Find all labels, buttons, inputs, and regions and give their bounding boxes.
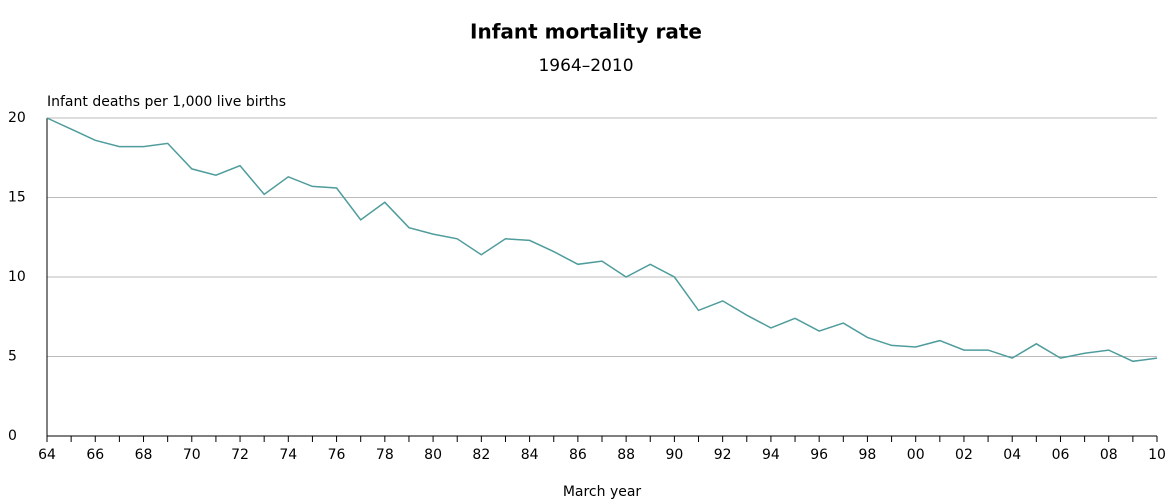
x-axis-label: March year [563, 484, 642, 500]
x-tick-label: 88 [617, 447, 635, 463]
x-tick-label: 90 [665, 447, 683, 463]
x-tick-label: 78 [376, 447, 394, 463]
x-tick-label: 96 [810, 447, 828, 463]
x-tick-label: 64 [38, 447, 56, 463]
y-tick-label: 20 [8, 110, 26, 126]
x-tick-label: 68 [135, 447, 153, 463]
chart-title: Infant mortality rate [470, 20, 702, 44]
x-tick-label: 82 [472, 447, 490, 463]
data-line [46, 117, 1158, 363]
x-tick-label: 08 [1100, 447, 1118, 463]
x-tick-label: 98 [859, 447, 877, 463]
y-axis-label: Infant deaths per 1,000 live births [47, 94, 286, 110]
x-tick-label: 76 [328, 447, 346, 463]
x-tick-label: 06 [1052, 447, 1070, 463]
y-tick-label: 0 [8, 428, 17, 444]
x-tick-label: 92 [714, 447, 732, 463]
x-tick-label: 94 [762, 447, 780, 463]
x-tick-label: 80 [424, 447, 442, 463]
y-tick-label: 15 [8, 190, 26, 206]
x-tick-label: 86 [569, 447, 587, 463]
x-tick-label: 84 [521, 447, 539, 463]
x-tick-label: 02 [955, 447, 973, 463]
x-tick-label: 74 [279, 447, 297, 463]
x-tick-label: 00 [907, 447, 925, 463]
y-tick-label: 10 [8, 269, 26, 285]
x-tick-label: 10 [1148, 447, 1166, 463]
x-tick-label: 72 [231, 447, 249, 463]
y-tick-label: 5 [8, 349, 17, 365]
chart-subtitle: 1964–2010 [538, 56, 633, 76]
x-tick-label: 70 [183, 447, 201, 463]
x-tick-label: 66 [86, 447, 104, 463]
x-tick-label: 04 [1003, 447, 1021, 463]
